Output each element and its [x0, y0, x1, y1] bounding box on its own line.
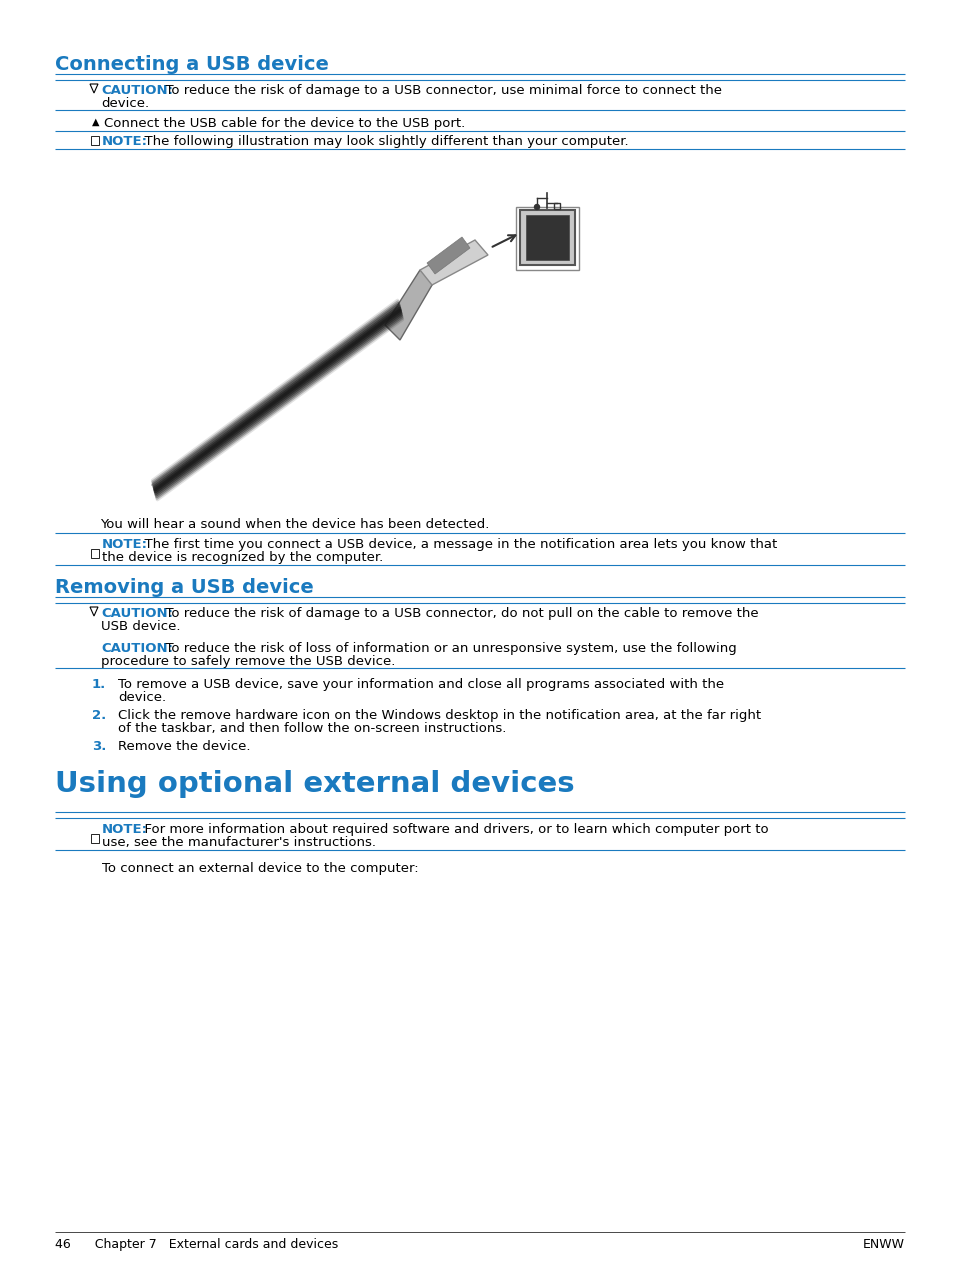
Text: CAUTION:: CAUTION: — [101, 643, 172, 655]
Text: ▲: ▲ — [91, 117, 99, 127]
Text: 46      Chapter 7   External cards and devices: 46 Chapter 7 External cards and devices — [55, 1238, 338, 1251]
Text: device.: device. — [118, 691, 166, 704]
FancyBboxPatch shape — [525, 215, 568, 260]
Text: The following illustration may look slightly different than your computer.: The following illustration may look slig… — [136, 135, 628, 149]
Text: The first time you connect a USB device, a message in the notification area lets: The first time you connect a USB device,… — [136, 538, 777, 551]
Text: To connect an external device to the computer:: To connect an external device to the com… — [102, 862, 418, 875]
Polygon shape — [427, 237, 470, 274]
Text: procedure to safely remove the USB device.: procedure to safely remove the USB devic… — [101, 655, 395, 668]
Text: USB device.: USB device. — [101, 620, 180, 632]
Text: Connecting a USB device: Connecting a USB device — [55, 55, 329, 74]
Polygon shape — [419, 240, 488, 284]
Text: the device is recognized by the computer.: the device is recognized by the computer… — [102, 551, 383, 564]
Text: 1.: 1. — [91, 678, 106, 691]
Text: 3.: 3. — [91, 740, 107, 753]
Text: NOTE:: NOTE: — [102, 135, 148, 149]
Text: Click the remove hardware icon on the Windows desktop in the notification area, : Click the remove hardware icon on the Wi… — [118, 709, 760, 723]
Text: To reduce the risk of loss of information or an unresponsive system, use the fol: To reduce the risk of loss of informatio… — [157, 643, 736, 655]
Text: NOTE:: NOTE: — [102, 538, 148, 551]
Text: NOTE:: NOTE: — [102, 823, 148, 836]
Text: ENWW: ENWW — [862, 1238, 904, 1251]
Text: CAUTION:: CAUTION: — [101, 607, 172, 620]
Text: Removing a USB device: Removing a USB device — [55, 578, 314, 597]
Text: device.: device. — [101, 97, 149, 110]
Text: Using optional external devices: Using optional external devices — [55, 770, 574, 798]
Text: To reduce the risk of damage to a USB connector, use minimal force to connect th: To reduce the risk of damage to a USB co… — [157, 84, 721, 97]
Text: To remove a USB device, save your information and close all programs associated : To remove a USB device, save your inform… — [118, 678, 723, 691]
Polygon shape — [385, 271, 435, 340]
Text: For more information about required software and drivers, or to learn which comp: For more information about required soft… — [136, 823, 768, 836]
Text: To reduce the risk of damage to a USB connector, do not pull on the cable to rem: To reduce the risk of damage to a USB co… — [157, 607, 758, 620]
Text: Remove the device.: Remove the device. — [118, 740, 251, 753]
Text: Connect the USB cable for the device to the USB port.: Connect the USB cable for the device to … — [104, 117, 465, 130]
FancyBboxPatch shape — [519, 210, 575, 265]
Circle shape — [534, 204, 539, 210]
Text: You will hear a sound when the device has been detected.: You will hear a sound when the device ha… — [100, 518, 489, 531]
Text: of the taskbar, and then follow the on-screen instructions.: of the taskbar, and then follow the on-s… — [118, 723, 506, 735]
Text: use, see the manufacturer's instructions.: use, see the manufacturer's instructions… — [102, 836, 375, 850]
Text: CAUTION:: CAUTION: — [101, 84, 172, 97]
Text: 2.: 2. — [91, 709, 106, 723]
